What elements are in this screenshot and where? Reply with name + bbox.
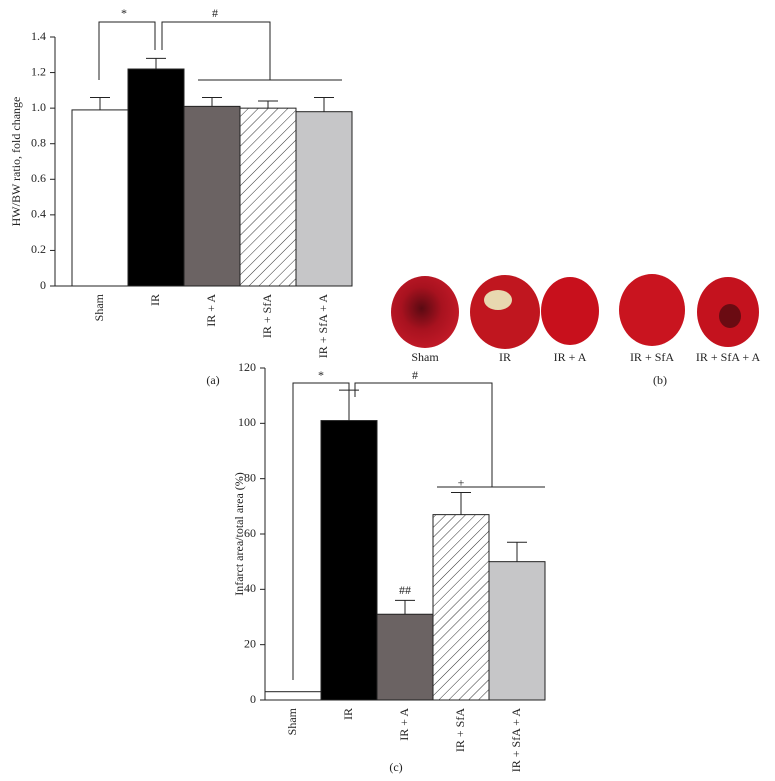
- photo-label: IR + SfA + A: [696, 350, 761, 364]
- y-axis-label: Infarct area/total area (%): [232, 472, 246, 596]
- bar: [376, 613, 434, 701]
- panel-label: (c): [389, 760, 402, 774]
- bar: [320, 420, 378, 701]
- photo-label: IR + A: [554, 350, 587, 364]
- heart-photo: [470, 275, 540, 349]
- photo-label: IR: [499, 350, 511, 364]
- heart-photo: [619, 274, 685, 346]
- significance-label: ##: [399, 583, 411, 597]
- x-tick-label: Sham: [92, 293, 106, 321]
- bar: [264, 691, 322, 701]
- x-tick-label: IR: [341, 708, 355, 720]
- heart-photo: [719, 304, 741, 328]
- x-tick-label: IR + A: [397, 708, 411, 741]
- y-tick-label: 1.4: [31, 29, 46, 43]
- bar: [71, 109, 129, 287]
- bracket: [98, 21, 156, 80]
- significance-label: +: [458, 475, 465, 489]
- x-tick-label: IR: [148, 294, 162, 306]
- x-tick-label: IR + SfA: [260, 294, 274, 338]
- x-tick-label: IR + A: [204, 294, 218, 327]
- y-tick-label: 100: [238, 415, 256, 429]
- y-tick-label: 0.6: [31, 171, 46, 185]
- bar: [432, 514, 490, 701]
- y-tick-label: 0: [250, 692, 256, 706]
- annotation: #: [212, 6, 218, 20]
- y-tick-label: 0.4: [31, 207, 46, 221]
- x-tick-label: Sham: [285, 707, 299, 735]
- y-tick-label: 0.8: [31, 135, 46, 149]
- heart-photo: [541, 277, 599, 345]
- heart-photos: [391, 274, 759, 349]
- annotation: *: [121, 6, 127, 20]
- y-tick-label: 120: [238, 360, 256, 374]
- bracket: [161, 21, 271, 80]
- y-tick-label: 80: [244, 470, 256, 484]
- annotation: #: [412, 368, 418, 382]
- bar: [127, 68, 185, 287]
- bracket: [354, 382, 493, 487]
- panel-label: (a): [206, 373, 219, 387]
- bar: [488, 561, 546, 701]
- y-tick-label: 1.0: [31, 100, 46, 114]
- heart-photo: [391, 276, 459, 348]
- y-tick-label: 20: [244, 636, 256, 650]
- bar: [239, 107, 297, 287]
- y-tick-label: 40: [244, 581, 256, 595]
- heart-photo: [484, 290, 512, 310]
- bracket: [292, 382, 350, 680]
- photo-label: IR + SfA: [630, 350, 674, 364]
- x-tick-label: IR + SfA + A: [316, 294, 330, 359]
- y-tick-label: 60: [244, 526, 256, 540]
- x-tick-label: IR + SfA + A: [509, 708, 523, 773]
- x-tick-label: IR + SfA: [453, 708, 467, 752]
- bar: [295, 111, 353, 287]
- photo-label: Sham: [411, 350, 439, 364]
- y-tick-label: 0: [40, 278, 46, 292]
- y-axis-label: HW/BW ratio, fold change: [9, 97, 23, 227]
- y-tick-label: 1.2: [31, 64, 46, 78]
- panel-label: (b): [653, 373, 667, 387]
- annotation: *: [318, 368, 324, 382]
- bar: [183, 105, 241, 287]
- y-tick-label: 0.2: [31, 242, 46, 256]
